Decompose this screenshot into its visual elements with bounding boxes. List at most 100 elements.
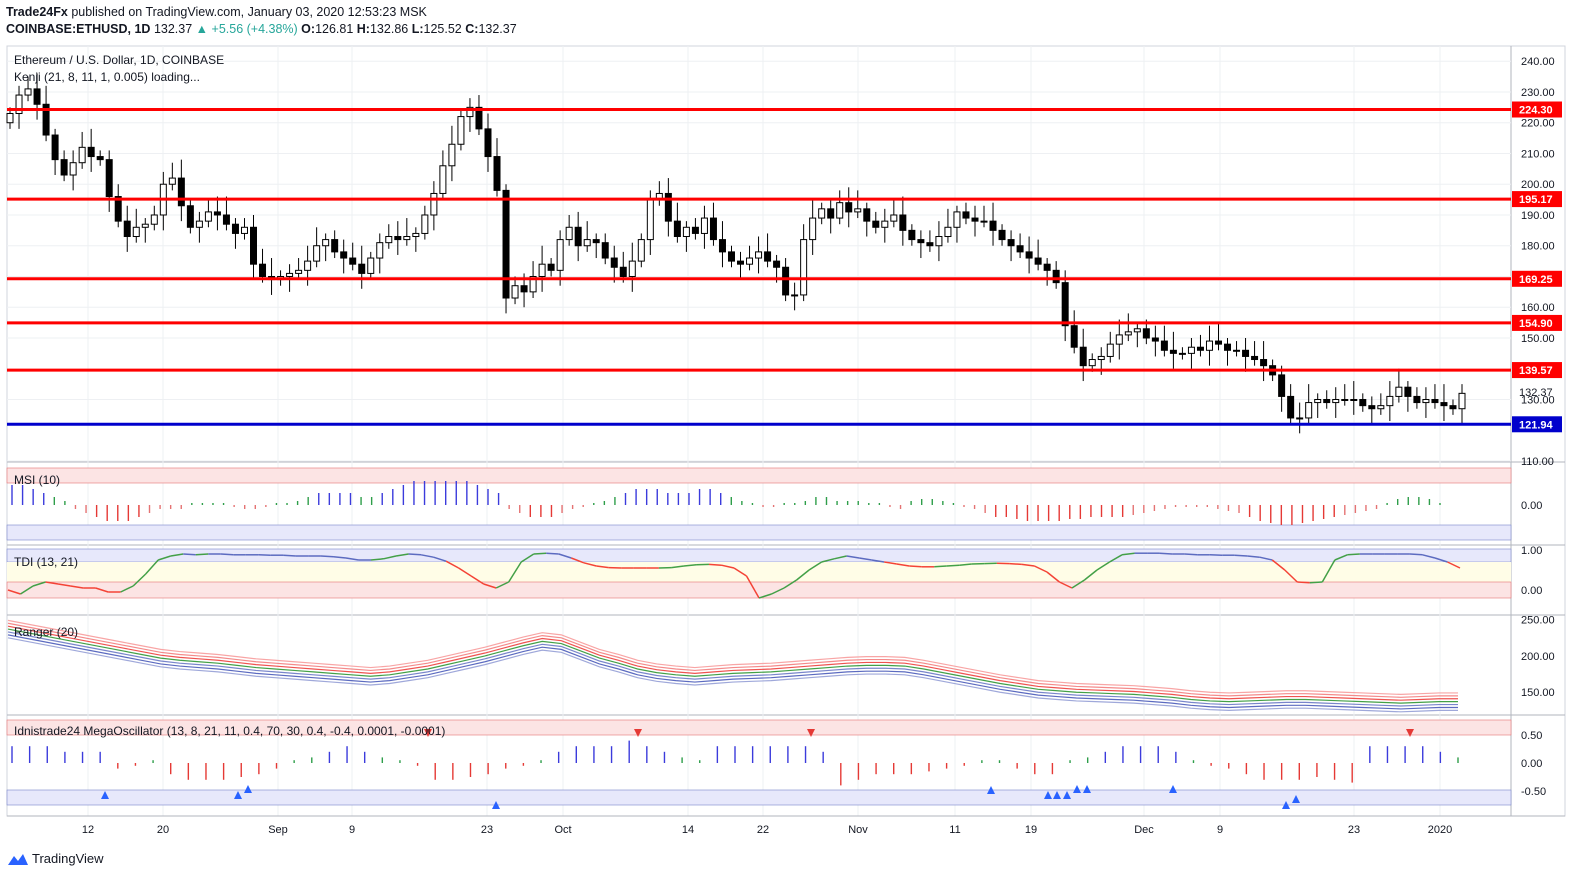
candle-body [538, 263, 546, 277]
tdi-line-segment [45, 581, 59, 585]
main-chart-title: Ethereum / U.S. Dollar, 1D, COINBASE [14, 53, 224, 67]
candle-body [1233, 349, 1241, 352]
candle-body [809, 217, 817, 241]
tradingview-footer[interactable]: TradingView [8, 851, 104, 867]
candle-body [1224, 343, 1232, 351]
tdi-line-segment [20, 585, 34, 595]
candle-body [213, 211, 221, 216]
candle-body [1296, 417, 1304, 420]
tdi-line-segment [533, 552, 547, 555]
x-tick-label: 9 [349, 824, 355, 836]
candle-body [998, 229, 1006, 241]
candle-body [547, 263, 555, 271]
candle-body [1242, 349, 1250, 357]
candle-body [1359, 398, 1367, 407]
symbol-label[interactable]: COINBASE:ETHUSD, 1D [6, 22, 151, 36]
y-tick-label: 220.00 [1521, 118, 1555, 130]
candle-body [1350, 398, 1358, 401]
candle-body [872, 220, 880, 228]
author-name[interactable]: Trade24Fx [6, 5, 68, 19]
candle-body [33, 88, 41, 105]
tdi-line-segment [833, 555, 847, 560]
x-tick-label: 23 [1348, 824, 1360, 836]
candle-body [186, 205, 194, 228]
candle-body [1449, 405, 1457, 410]
tdi-line-segment [95, 587, 109, 593]
tdi-line-segment [1009, 562, 1022, 566]
candle-body [78, 146, 86, 164]
candle-body [592, 239, 600, 244]
candle-body [6, 113, 14, 124]
x-tick-label: 9 [1217, 824, 1223, 836]
price-level-label: 224.30 [1519, 105, 1553, 117]
tdi-line-segment [745, 575, 760, 599]
tdi-line-segment [220, 553, 234, 556]
mega-oversold-band [6, 789, 1512, 806]
candle-body [727, 251, 735, 262]
tdi-line-segment [808, 561, 823, 571]
candle-body [610, 257, 618, 268]
candle-body [773, 260, 781, 268]
price-level-tag [1512, 191, 1562, 208]
tdi-line-segment [145, 559, 159, 575]
low-value: 125.52 [423, 22, 462, 36]
candle-body [791, 294, 799, 297]
chart-canvas[interactable]: 12 20 Sep 9 23 Oct 14 22 Nov 11 19 Dec 9 23 2020 240.00… [0, 0, 1572, 848]
candle-body [448, 143, 456, 167]
price-level-label: 139.57 [1519, 365, 1553, 377]
publish-info: Trade24Fx published on TradingView.com, … [6, 5, 427, 19]
candle-body [322, 239, 330, 247]
candle-body [664, 192, 672, 222]
y-tick-label: 160.00 [1521, 302, 1555, 314]
candle-body [195, 220, 203, 228]
candle-body [1305, 402, 1313, 419]
tdi-line-segment [721, 564, 735, 569]
tdi-line-segment [1059, 581, 1073, 589]
candle-body [1440, 402, 1448, 407]
candle-body [475, 106, 483, 130]
candle-body [646, 199, 654, 241]
tdi-line-segment [1184, 553, 1198, 556]
last-price: 132.37 [153, 22, 193, 36]
candle-body [863, 208, 871, 222]
tdi-line-segment [1109, 554, 1123, 563]
buy-signal-arrow [492, 801, 500, 809]
y-tick-label: 230.00 [1521, 87, 1555, 99]
candle-body [520, 285, 528, 293]
tdi-line-segment [934, 565, 947, 568]
candle-body [953, 211, 961, 228]
mega-overbought-band [6, 719, 1512, 736]
buy-signal-arrow [1169, 785, 1177, 793]
candle-body [367, 257, 375, 274]
candle-body [1205, 340, 1213, 351]
candle-body [1061, 282, 1069, 327]
candle-body [800, 239, 808, 296]
mega-y-label: -0.50 [1521, 786, 1546, 798]
candle-body [1052, 269, 1060, 284]
last-price-label: 132.37 [1519, 387, 1553, 399]
tdi-line-segment [1447, 561, 1461, 569]
low-label: L: [411, 22, 424, 36]
buy-signal-arrow [987, 786, 995, 794]
candle-body [583, 239, 591, 247]
candle-body [1368, 405, 1376, 410]
candle-body [105, 159, 113, 198]
candle-body [782, 266, 790, 296]
x-tick-label: Oct [554, 824, 571, 836]
candle-body [394, 236, 402, 241]
tdi-line-segment [1234, 554, 1248, 557]
y-tick-label: 240.00 [1521, 56, 1555, 68]
candle-body [1287, 395, 1295, 419]
candle-body [1458, 392, 1466, 410]
tdi-line-segment [1422, 554, 1436, 559]
sell-signal-arrow [634, 729, 642, 737]
price-level-label: 195.17 [1519, 194, 1553, 206]
x-tick-label: 12 [82, 824, 94, 836]
y-tick-label: 150.00 [1521, 333, 1555, 345]
candle-body [349, 257, 357, 265]
candle-body [628, 260, 636, 277]
candle-body [385, 236, 393, 244]
candle-body [1278, 374, 1286, 397]
candle-body [1422, 398, 1430, 404]
candle-body [637, 239, 645, 262]
